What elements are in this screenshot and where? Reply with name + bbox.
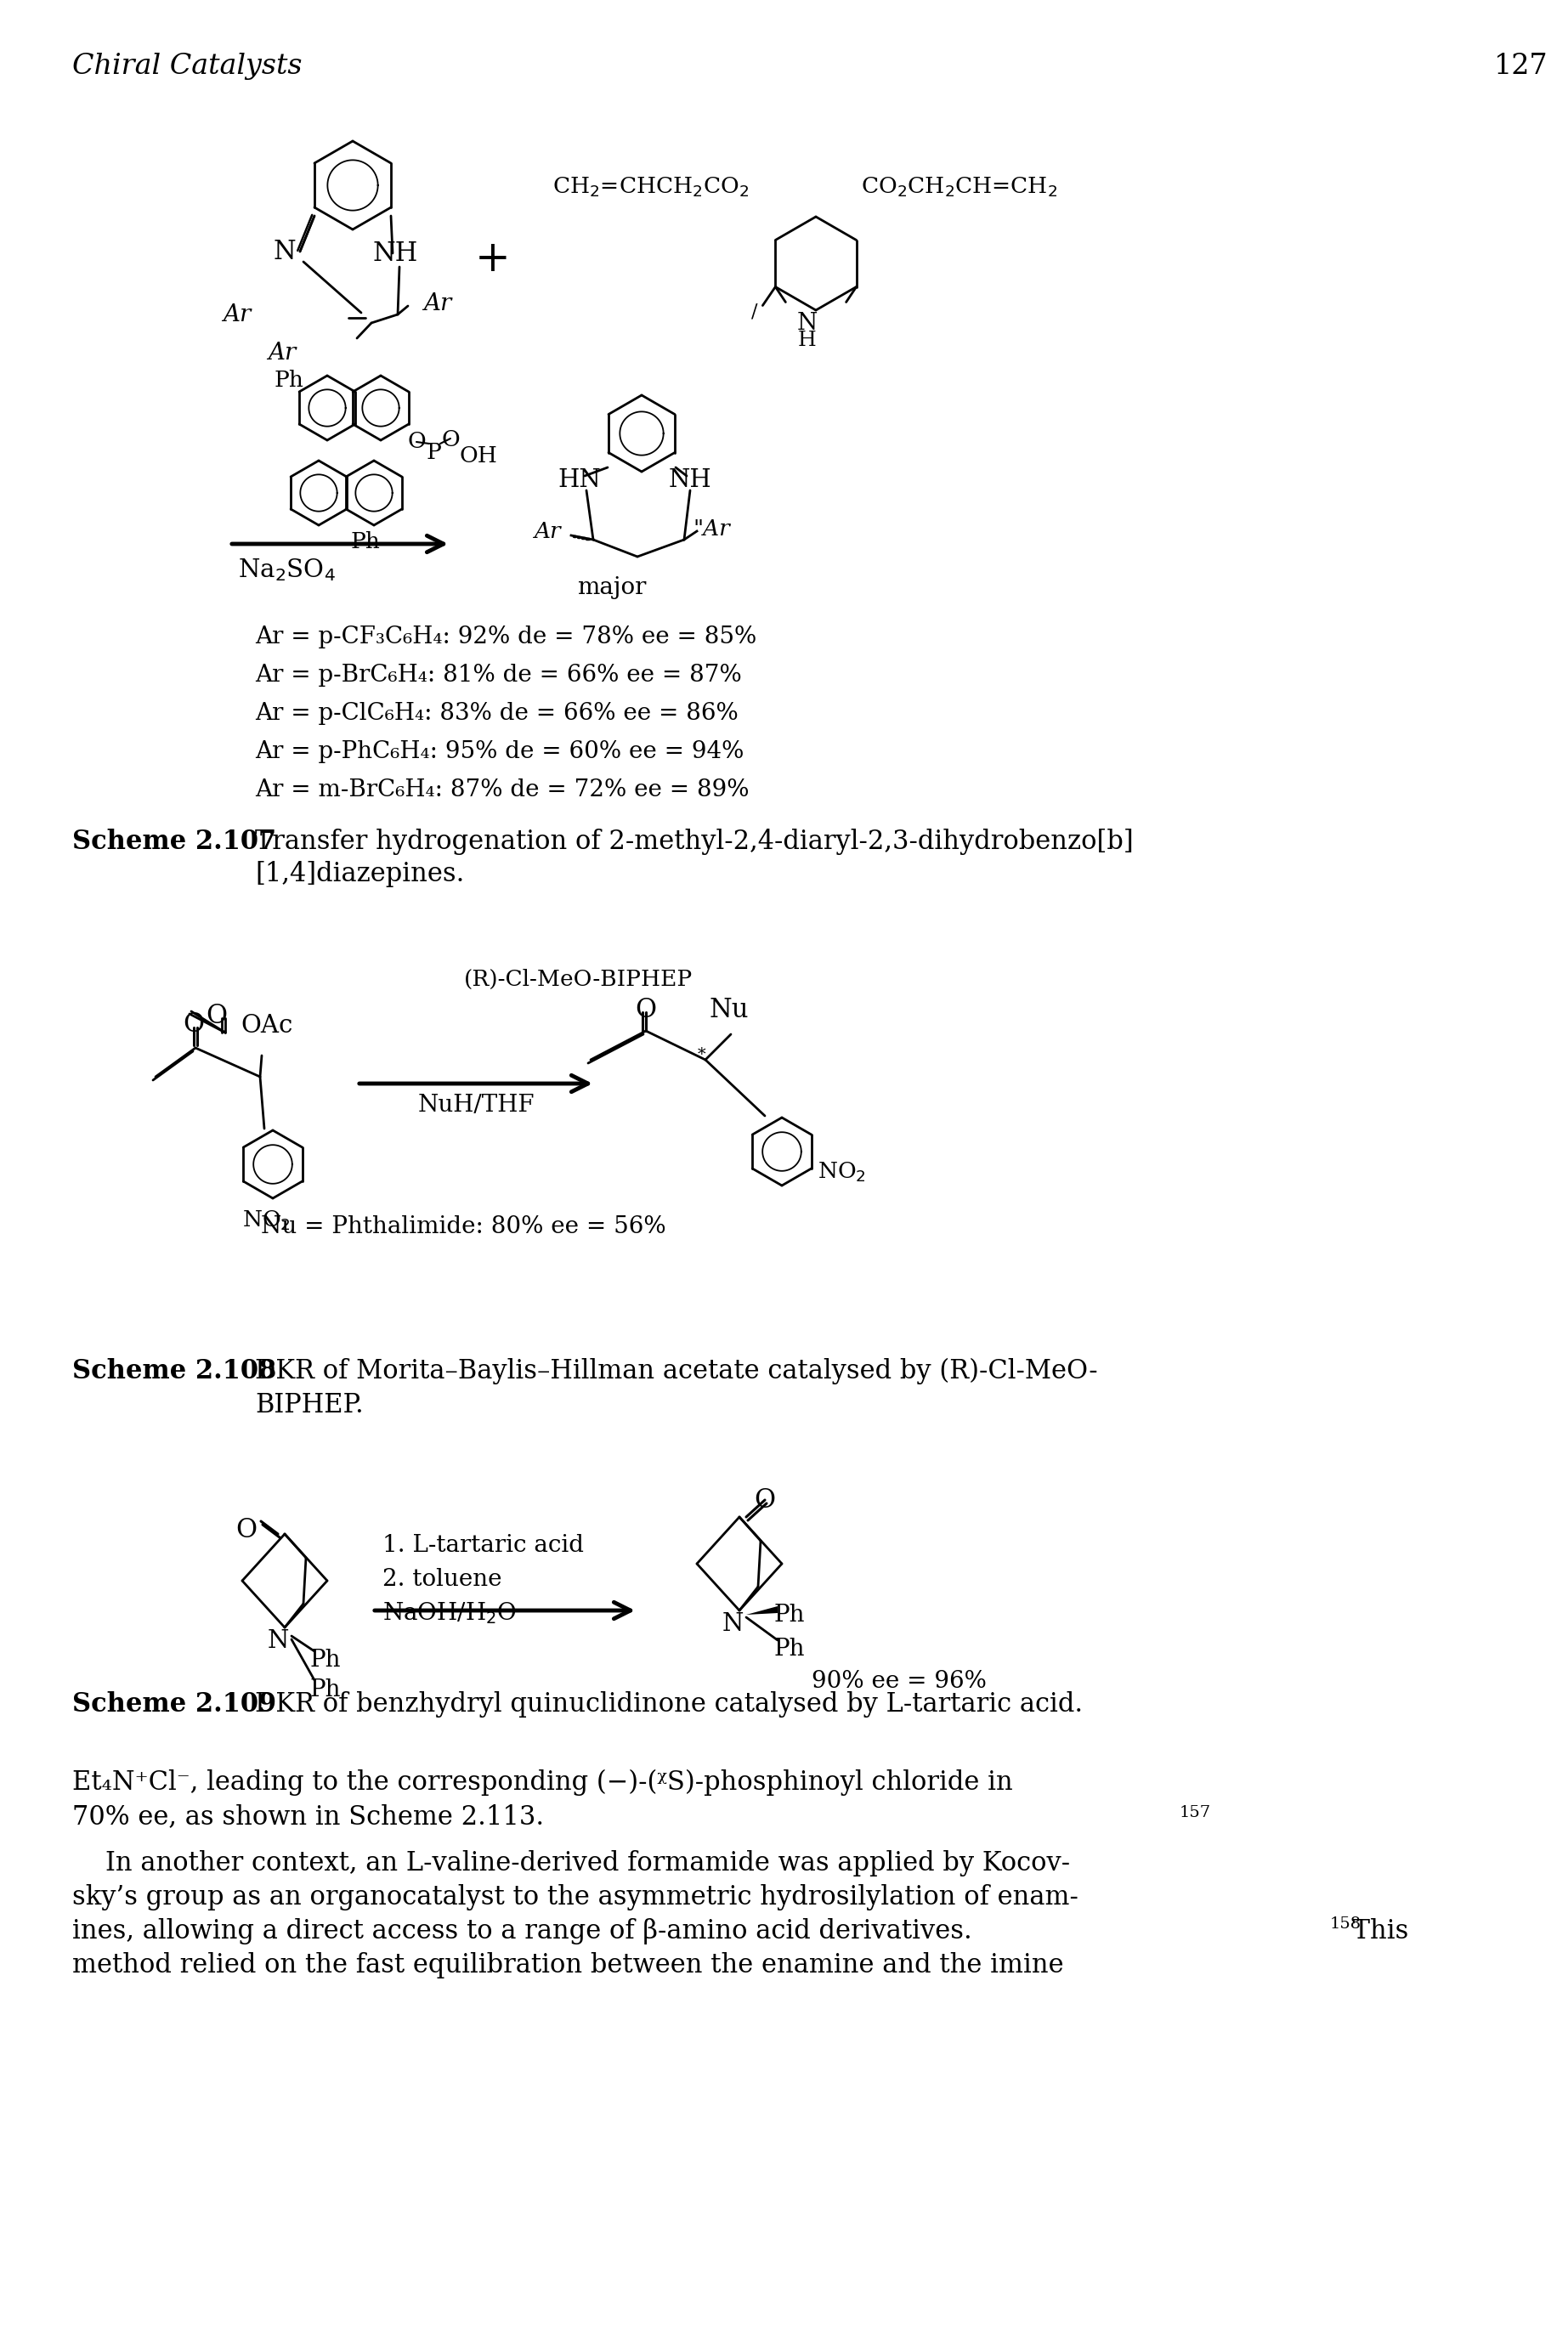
Text: Nu: Nu <box>710 996 750 1024</box>
Text: O: O <box>635 996 657 1024</box>
Text: Ar = m-BrC₆H₄: 87% de = 72% ee = 89%: Ar = m-BrC₆H₄: 87% de = 72% ee = 89% <box>256 778 750 801</box>
Text: Ph: Ph <box>310 1680 342 1701</box>
Text: Et₄N⁺Cl⁻, leading to the corresponding (−)-(ᵡS)-phosphinoyl chloride in: Et₄N⁺Cl⁻, leading to the corresponding (… <box>72 1769 1013 1797</box>
Text: 70% ee, as shown in Scheme 2.113.: 70% ee, as shown in Scheme 2.113. <box>72 1804 544 1830</box>
Text: Na$_2$SO$_4$: Na$_2$SO$_4$ <box>238 557 336 583</box>
Text: O: O <box>754 1487 776 1513</box>
Text: 157: 157 <box>1179 1804 1210 1820</box>
Text: P: P <box>426 442 441 463</box>
Text: N: N <box>267 1630 289 1654</box>
Text: N: N <box>797 312 818 336</box>
Text: Ar: Ar <box>223 303 251 327</box>
Text: "Ar: "Ar <box>693 519 729 540</box>
Text: 127: 127 <box>1494 52 1548 80</box>
Text: O: O <box>205 1003 227 1029</box>
Text: Ph: Ph <box>351 531 381 552</box>
Text: NO$_2$: NO$_2$ <box>817 1160 866 1184</box>
Text: 2. toluene: 2. toluene <box>383 1569 502 1590</box>
Text: Ar = p-ClC₆H₄: 83% de = 66% ee = 86%: Ar = p-ClC₆H₄: 83% de = 66% ee = 86% <box>256 702 739 726</box>
Text: CO$_2$CH$_2$CH=CH$_2$: CO$_2$CH$_2$CH=CH$_2$ <box>861 176 1057 200</box>
Text: OH: OH <box>459 446 497 467</box>
Text: NH: NH <box>373 240 417 265</box>
Text: CH$_2$=CHCH$_2$CO$_2$: CH$_2$=CHCH$_2$CO$_2$ <box>552 176 750 200</box>
Text: Ph: Ph <box>773 1637 804 1661</box>
Text: Chiral Catalysts: Chiral Catalysts <box>72 52 303 80</box>
Text: Ar: Ar <box>268 341 296 364</box>
Text: Scheme 2.107: Scheme 2.107 <box>72 829 276 855</box>
Text: Ar = p-PhC₆H₄: 95% de = 60% ee = 94%: Ar = p-PhC₆H₄: 95% de = 60% ee = 94% <box>256 740 743 763</box>
Text: [1,4]diazepines.: [1,4]diazepines. <box>256 860 464 888</box>
Text: Nu = Phthalimide: 80% ee = 56%: Nu = Phthalimide: 80% ee = 56% <box>260 1214 666 1238</box>
Text: method relied on the fast equilibration between the enamine and the imine: method relied on the fast equilibration … <box>72 1952 1063 1978</box>
Text: HN: HN <box>558 467 601 491</box>
Text: BIPHEP.: BIPHEP. <box>256 1393 364 1419</box>
Text: O: O <box>441 430 459 451</box>
Text: OAc: OAc <box>240 1015 293 1038</box>
Polygon shape <box>746 1607 778 1614</box>
Text: ines, allowing a direct access to a range of β-amino acid derivatives.: ines, allowing a direct access to a rang… <box>72 1919 972 1945</box>
Text: major: major <box>577 576 646 599</box>
Text: Transfer hydrogenation of 2-methyl-2,4-diaryl-2,3-dihydrobenzo[b]: Transfer hydrogenation of 2-methyl-2,4-d… <box>256 829 1134 855</box>
Text: Ar = p-BrC₆H₄: 81% de = 66% ee = 87%: Ar = p-BrC₆H₄: 81% de = 66% ee = 87% <box>256 665 742 686</box>
Text: Scheme 2.108: Scheme 2.108 <box>72 1358 276 1384</box>
Text: 1. L-tartaric acid: 1. L-tartaric acid <box>383 1534 583 1557</box>
Text: DKR of benzhydryl quinuclidinone catalysed by L-tartaric acid.: DKR of benzhydryl quinuclidinone catalys… <box>256 1691 1083 1717</box>
Text: (R)-Cl-MeO-BIPHEP: (R)-Cl-MeO-BIPHEP <box>464 968 693 989</box>
Text: Ph: Ph <box>274 369 304 390</box>
Text: Ar = p-CF₃C₆H₄: 92% de = 78% ee = 85%: Ar = p-CF₃C₆H₄: 92% de = 78% ee = 85% <box>256 625 757 648</box>
Text: NO$_2$: NO$_2$ <box>241 1207 290 1231</box>
Text: In another context, an L-valine-derived formamide was applied by Kocov-: In another context, an L-valine-derived … <box>72 1851 1069 1877</box>
Text: DKR of Morita–Baylis–Hillman acetate catalysed by (R)-Cl-MeO-: DKR of Morita–Baylis–Hillman acetate cat… <box>256 1358 1098 1384</box>
Text: Ph: Ph <box>773 1604 804 1626</box>
Text: /: / <box>751 303 757 322</box>
Text: O: O <box>408 430 425 451</box>
Text: Ph: Ph <box>310 1649 342 1672</box>
Text: O: O <box>183 1012 204 1038</box>
Text: 90% ee = 96%: 90% ee = 96% <box>812 1670 986 1694</box>
Text: This: This <box>1344 1919 1408 1945</box>
Text: Scheme 2.109: Scheme 2.109 <box>72 1691 276 1717</box>
Text: O: O <box>235 1517 257 1543</box>
Text: Ar: Ar <box>535 521 561 543</box>
Text: +: + <box>475 237 511 280</box>
Text: 158: 158 <box>1330 1917 1361 1931</box>
Text: NuH/THF: NuH/THF <box>417 1095 535 1116</box>
Text: NaOH/H$_2$O: NaOH/H$_2$O <box>383 1600 516 1626</box>
Text: H: H <box>798 331 817 350</box>
Text: *: * <box>698 1048 706 1062</box>
Text: sky’s group as an organocatalyst to the asymmetric hydrosilylation of enam-: sky’s group as an organocatalyst to the … <box>72 1884 1079 1910</box>
Text: Ar: Ar <box>423 291 452 315</box>
Text: N: N <box>721 1611 743 1635</box>
Text: NH: NH <box>668 467 712 491</box>
Text: N: N <box>273 237 296 265</box>
